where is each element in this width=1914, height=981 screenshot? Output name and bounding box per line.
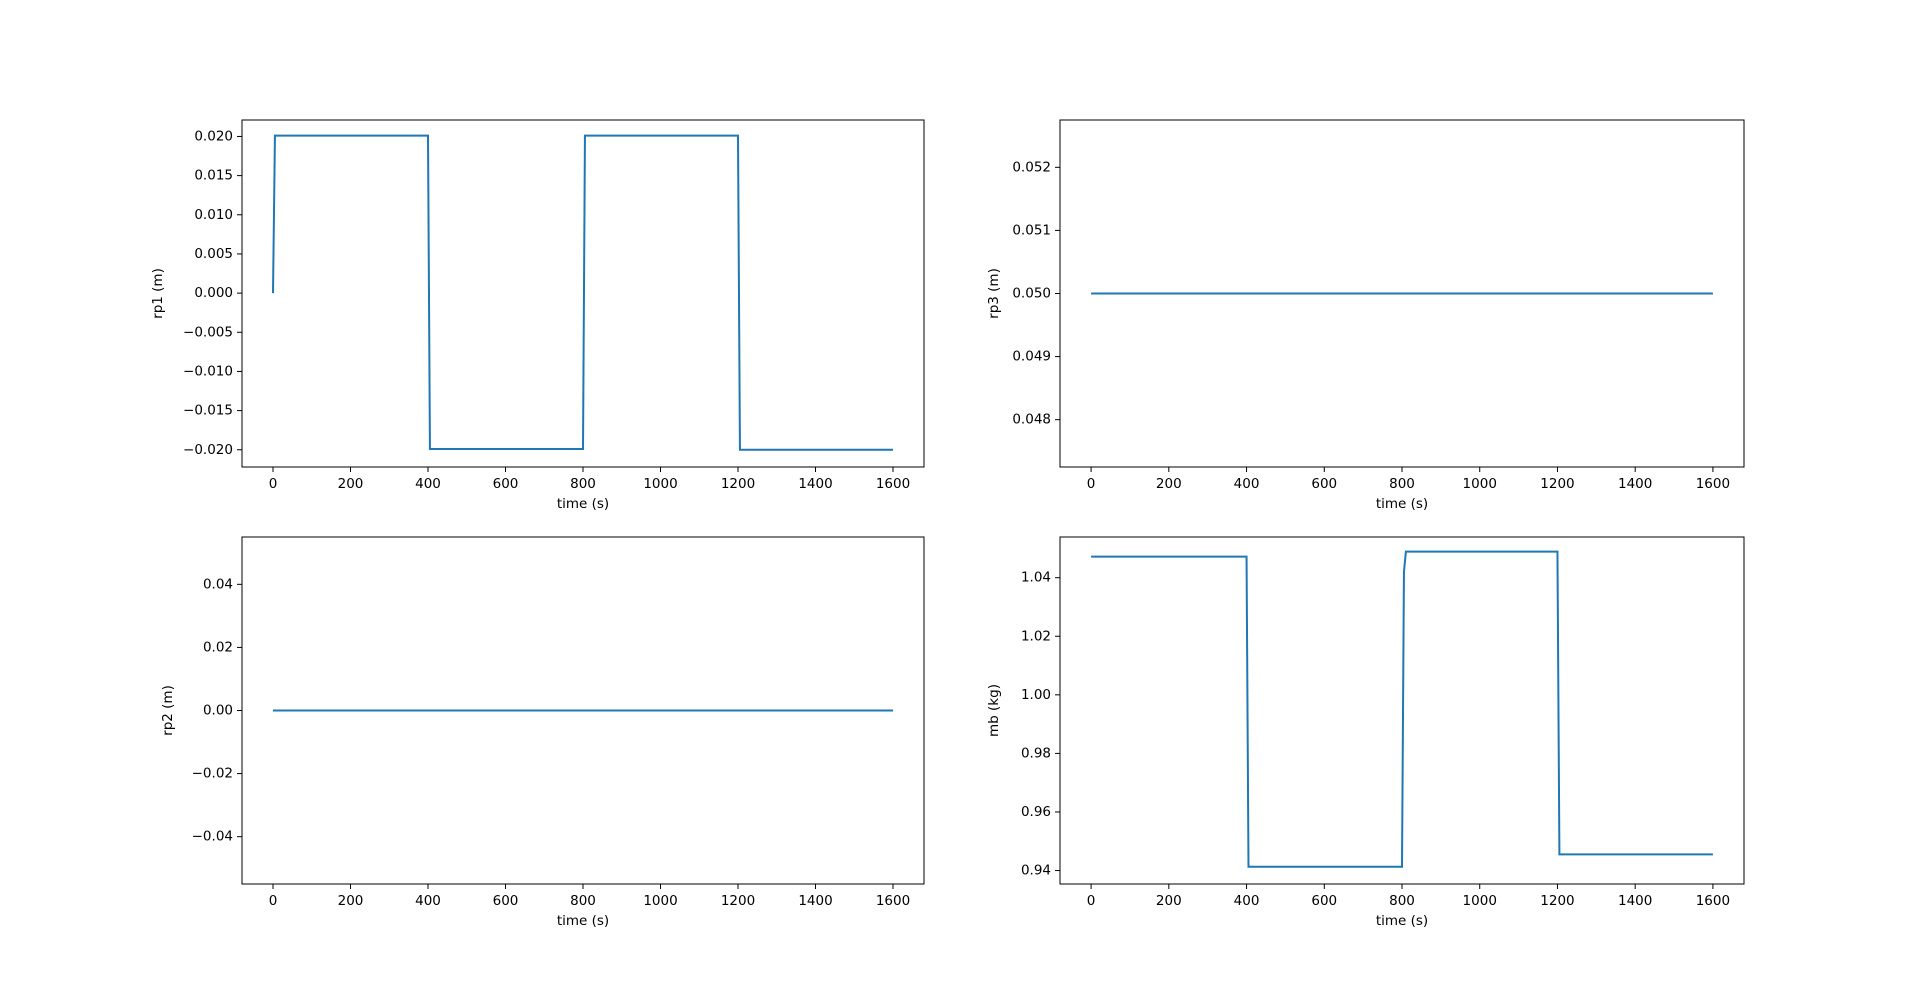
y-tick-label: 0.020 [194, 128, 233, 144]
y-axis-label: rp2 (m) [160, 685, 176, 736]
x-tick-label: 400 [415, 476, 441, 492]
y-tick-label: −0.04 [192, 829, 233, 845]
y-tick-label: 0.052 [1012, 159, 1051, 175]
y-axis-label: rp1 (m) [150, 268, 166, 319]
x-tick-label: 1200 [721, 476, 755, 492]
x-tick-label: 1000 [1463, 893, 1497, 909]
data-line [272, 134, 893, 451]
x-tick-label: 1400 [798, 893, 832, 909]
y-tick-label: 0.048 [1012, 412, 1051, 428]
axes-frame [241, 119, 925, 468]
x-axis-label: time (s) [1376, 496, 1428, 512]
x-tick-label: 400 [415, 893, 441, 909]
x-tick-label: 1000 [643, 476, 677, 492]
y-tick-label: 0.050 [1012, 286, 1051, 302]
x-tick-label: 600 [493, 476, 519, 492]
x-tick-label: 1600 [876, 893, 910, 909]
axes-frame [1059, 536, 1745, 885]
x-tick-label: 200 [1156, 893, 1182, 909]
y-axis-label: mb (kg) [986, 684, 1002, 737]
x-tick-label: 0 [1087, 893, 1096, 909]
y-tick-label: 1.04 [1021, 570, 1051, 586]
y-tick-label: 0.000 [194, 285, 233, 301]
y-tick-label: 0.04 [203, 576, 233, 592]
axes-frame [241, 536, 925, 885]
x-tick-label: 1200 [1540, 476, 1574, 492]
x-tick-label: 400 [1234, 476, 1260, 492]
y-tick-label: 0.015 [194, 168, 233, 184]
x-tick-label: 400 [1234, 893, 1260, 909]
x-tick-label: 1400 [798, 476, 832, 492]
y-tick-label: 0.049 [1012, 349, 1051, 365]
x-tick-label: 1400 [1618, 893, 1652, 909]
x-tick-label: 800 [570, 893, 596, 909]
y-tick-label: 0.94 [1021, 863, 1051, 879]
x-axis-label: time (s) [557, 496, 609, 512]
y-tick-label: 0.051 [1012, 222, 1051, 238]
y-tick-label: −0.005 [183, 324, 233, 340]
axes-frame [1059, 119, 1745, 468]
y-tick-label: −0.02 [192, 766, 233, 782]
y-tick-label: −0.015 [183, 403, 233, 419]
x-tick-label: 1400 [1618, 476, 1652, 492]
y-tick-label: 0.005 [194, 246, 233, 262]
y-axis-label: rp3 (m) [986, 268, 1002, 319]
y-tick-label: 1.02 [1021, 628, 1051, 644]
x-tick-label: 1200 [1540, 893, 1574, 909]
x-tick-label: 200 [338, 476, 364, 492]
x-tick-label: 1600 [876, 476, 910, 492]
x-tick-label: 200 [338, 893, 364, 909]
x-tick-label: 800 [570, 476, 596, 492]
x-tick-label: 0 [269, 476, 278, 492]
y-tick-label: 0.96 [1021, 804, 1051, 820]
data-line [1091, 550, 1713, 868]
x-tick-label: 1200 [721, 893, 755, 909]
y-tick-label: 0.010 [194, 207, 233, 223]
x-tick-label: 800 [1389, 476, 1415, 492]
y-tick-label: −0.020 [183, 442, 233, 458]
x-tick-label: 0 [269, 893, 278, 909]
x-tick-label: 1600 [1696, 893, 1730, 909]
x-tick-label: 1000 [643, 893, 677, 909]
x-tick-label: 800 [1389, 893, 1415, 909]
y-tick-label: 0.98 [1021, 745, 1051, 761]
x-axis-label: time (s) [1376, 913, 1428, 929]
x-tick-label: 600 [1311, 893, 1337, 909]
y-tick-label: 0.02 [203, 639, 233, 655]
x-tick-label: 200 [1156, 476, 1182, 492]
x-axis-label: time (s) [557, 913, 609, 929]
x-tick-label: 1000 [1463, 476, 1497, 492]
x-tick-label: 600 [1311, 476, 1337, 492]
y-tick-label: −0.010 [183, 363, 233, 379]
x-tick-label: 600 [493, 893, 519, 909]
x-tick-label: 1600 [1696, 476, 1730, 492]
y-tick-label: 0.00 [203, 703, 233, 719]
x-tick-label: 0 [1087, 476, 1096, 492]
y-tick-label: 1.00 [1021, 687, 1051, 703]
